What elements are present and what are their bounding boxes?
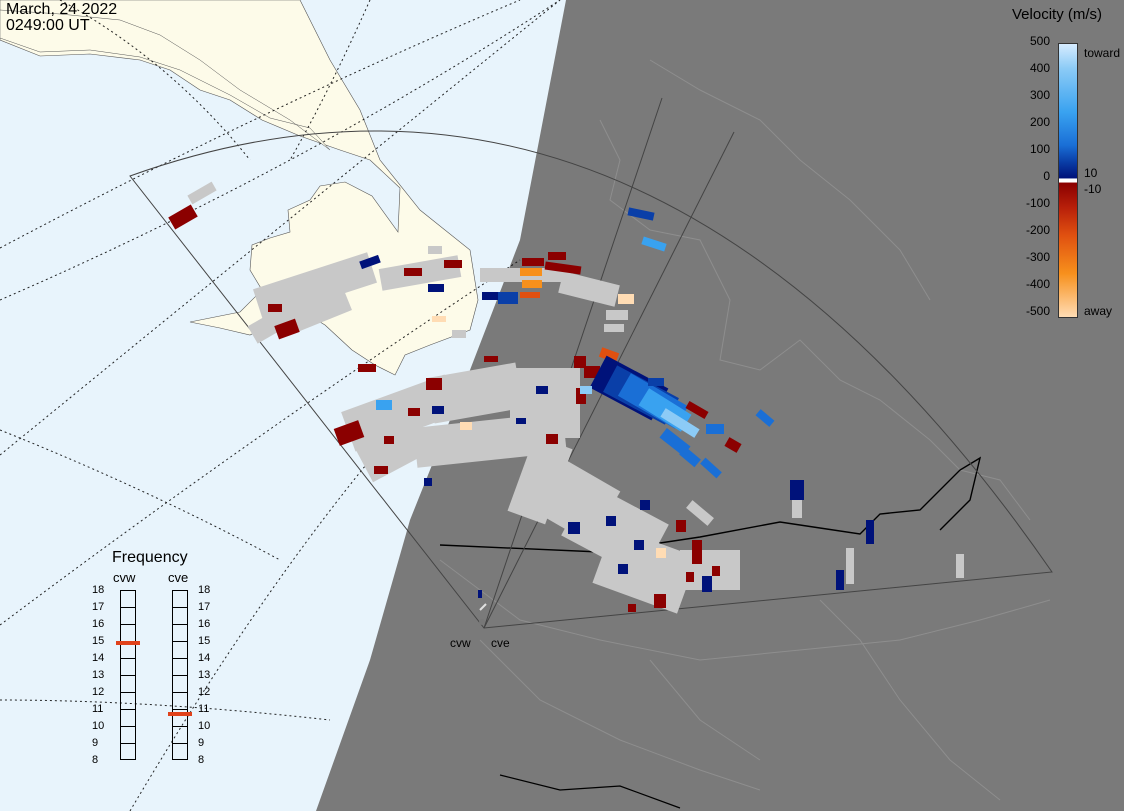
frequency-tick-label: 15: [198, 635, 211, 647]
velocity-tick-label: -300: [1025, 250, 1050, 264]
velocity-tick-label: 500: [1029, 34, 1050, 48]
frequency-title: Frequency: [112, 549, 188, 566]
frequency-tick-label: 18: [198, 584, 211, 596]
frequency-tick-label: 14: [92, 652, 105, 664]
velocity-tick-label: 300: [1029, 88, 1050, 102]
frequency-tick-label: 8: [198, 754, 205, 766]
frequency-tick-label: 11: [92, 703, 104, 715]
ground-scatter: [187, 181, 964, 614]
frequency-tick-label: 16: [92, 618, 105, 630]
frequency-tick-label: 13: [92, 669, 105, 681]
arctic-island: [0, 9, 331, 151]
radar-sites: [479, 603, 487, 625]
frequency-tick-label: 10: [92, 720, 105, 732]
grid-lines: [0, 0, 561, 811]
velocity-away-label: away: [1084, 304, 1113, 318]
frequency-marker-cve: [168, 712, 192, 717]
velocity-tick-label: 0: [1043, 169, 1050, 183]
velocity-tick-label: 100: [1029, 142, 1050, 156]
observation-time: 0249:00 UT: [6, 17, 90, 34]
frequency-radar-label-cve: cve: [168, 570, 189, 585]
velocity-tick-label: 400: [1029, 61, 1050, 75]
frequency-tick-label: 17: [92, 601, 105, 613]
velocity-cells: [168, 204, 874, 612]
mexico-border: [499, 774, 681, 809]
frequency-tick-label: 16: [198, 618, 211, 630]
frequency-tick-label: 10: [198, 720, 211, 732]
frequency-tick-label: 9: [92, 737, 99, 749]
frequency-radar-label-cvw: cvw: [113, 570, 136, 585]
frequency-marker-cvw: [116, 640, 140, 645]
frequency-tick-label: 17: [198, 601, 211, 613]
frequency-gauge-cvw: [120, 590, 136, 760]
night-shade: [316, 0, 1124, 811]
radar-site-label-cve: cve: [491, 636, 510, 650]
velocity-toward-label: toward: [1084, 46, 1121, 60]
frequency-tick-label: 12: [92, 686, 105, 698]
frequency-tick-label: 12: [198, 686, 211, 698]
frequency-tick-label: 15: [92, 635, 105, 647]
frequency-tick-label: 9: [198, 737, 205, 749]
velocity-tick-label: -100: [1025, 196, 1050, 210]
velocity-tick-label: 200: [1029, 115, 1050, 129]
velocity-scale-title: Velocity (m/s): [1012, 6, 1103, 23]
frequency-tick-label: 8: [92, 754, 99, 766]
frequency-tick-label: 14: [198, 652, 211, 664]
frequency-tick-label: 18: [92, 584, 105, 596]
velocity-tick-label: -400: [1025, 277, 1050, 291]
observation-date: March, 24 2022: [6, 1, 118, 18]
velocity-tick-label: -200: [1025, 223, 1050, 237]
velocity-tick-label: -500: [1025, 304, 1050, 318]
frequency-gauge-cve: [172, 590, 188, 760]
frequency-tick-label: 11: [198, 703, 210, 715]
velocity-inner-label-pos: 10: [1084, 166, 1098, 180]
radar-site-label-cvw: cvw: [450, 636, 471, 650]
velocity-inner-label-neg: -10: [1084, 182, 1102, 196]
velocity-colorbar: [1058, 43, 1078, 318]
frequency-tick-label: 13: [198, 669, 211, 681]
